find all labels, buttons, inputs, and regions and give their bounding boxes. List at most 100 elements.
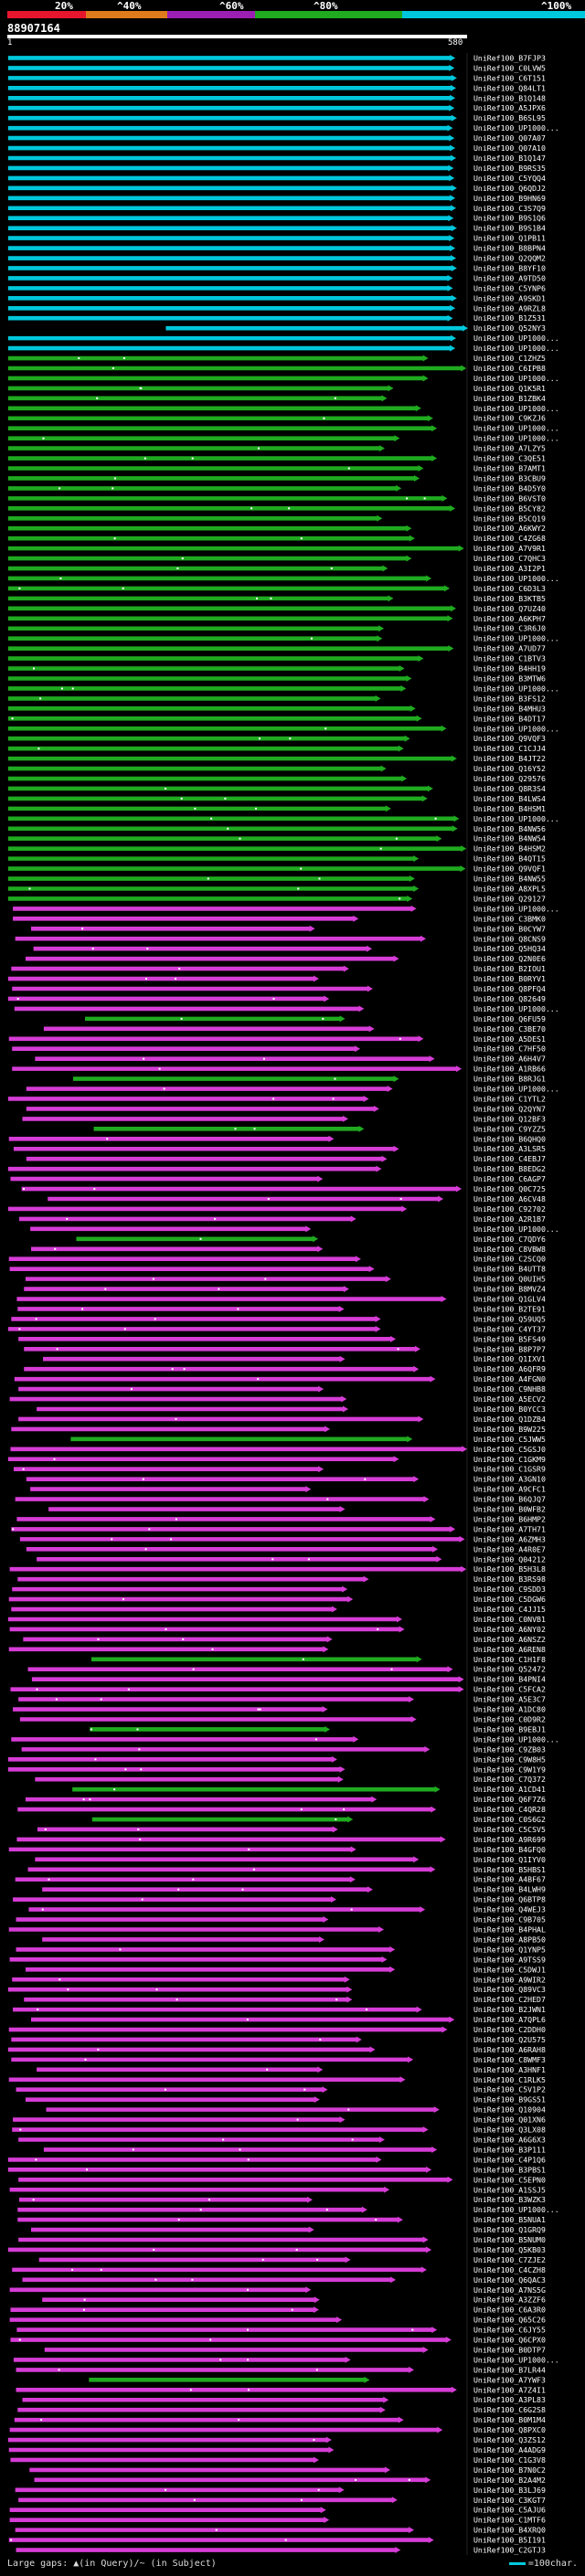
hit-label[interactable]: UniRef100_C1GSR9 (473, 1465, 546, 1474)
hit-label[interactable]: UniRef100_B8MVZ4 (473, 1285, 546, 1294)
hit-label[interactable]: UniRef100_B1ZBK4 (473, 394, 546, 403)
hit-label[interactable]: UniRef100_B0CYW7 (473, 924, 546, 933)
hit-label[interactable]: UniRef100_Q2N0E6 (473, 954, 546, 963)
hit-label[interactable]: UniRef100_Q29127 (473, 894, 546, 903)
hit-label[interactable]: UniRef100_A6NY02 (473, 1625, 546, 1634)
hit-label[interactable]: UniRef100_B7FJP3 (473, 53, 546, 62)
hit-label[interactable]: UniRef100_A3PL83 (473, 2395, 546, 2404)
hit-label[interactable]: UniRef100_B6SL95 (473, 113, 546, 122)
hit-label[interactable]: UniRef100_B7LR44 (473, 2365, 546, 2374)
hit-label[interactable]: UniRef100_A3ZZF6 (473, 2295, 546, 2305)
hit-label[interactable]: UniRef100_Q7UZ40 (473, 604, 546, 613)
hit-label[interactable]: UniRef100_Q4WEJ3 (473, 1905, 546, 1914)
hit-label[interactable]: UniRef100_Q59UQ5 (473, 1314, 546, 1323)
hit-label[interactable]: UniRef100_Q82649 (473, 994, 546, 1003)
hit-label[interactable]: UniRef100_B8EDG2 (473, 1164, 546, 1173)
hit-label[interactable]: UniRef100_Q0C725 (473, 1184, 546, 1193)
hit-label[interactable]: UniRef100_Q8CNS9 (473, 934, 546, 943)
hit-label[interactable]: UniRef100_B0YCC3 (473, 1405, 546, 1414)
hit-label[interactable]: UniRef100_A7QPL6 (473, 2015, 546, 2024)
hit-label[interactable]: UniRef100_B3LJ69 (473, 2486, 546, 2495)
hit-label[interactable]: UniRef100_A7YWF3 (473, 2375, 546, 2384)
hit-label[interactable]: UniRef100_B6QJQ7 (473, 1495, 546, 1504)
hit-label[interactable]: UniRef100_B7N0C2 (473, 2465, 546, 2475)
hit-label[interactable]: UniRef100_B2A4M2 (473, 2475, 546, 2485)
hit-label[interactable]: UniRef100_B8BPN4 (473, 244, 546, 253)
hit-label[interactable]: UniRef100_Q12BF3 (473, 1114, 546, 1123)
hit-label[interactable]: UniRef100_UP1000... (473, 434, 559, 443)
hit-label[interactable]: UniRef100_C6T151 (473, 73, 546, 82)
hit-label[interactable]: UniRef100_B4PNI4 (473, 1675, 546, 1684)
hit-label[interactable]: UniRef100_Q8PFQ4 (473, 984, 546, 993)
hit-label[interactable]: UniRef100_UP1000... (473, 344, 559, 353)
hit-label[interactable]: UniRef100_C4ZG68 (473, 534, 546, 543)
hit-label[interactable]: UniRef100_C4QR28 (473, 1805, 546, 1814)
hit-label[interactable]: UniRef100_C7QDY6 (473, 1235, 546, 1244)
hit-label[interactable]: UniRef100_A6CV48 (473, 1194, 546, 1203)
hit-label[interactable]: UniRef100_Q8PXC0 (473, 2425, 546, 2434)
hit-label[interactable]: UniRef100_C1GKM9 (473, 1455, 546, 1464)
hit-label[interactable]: UniRef100_B5NUM0 (473, 2235, 546, 2244)
hit-label[interactable]: UniRef100_B6QHQ0 (473, 1134, 546, 1143)
hit-label[interactable]: UniRef100_B4LWH9 (473, 1885, 546, 1894)
hit-label[interactable]: UniRef100_C7HF50 (473, 1044, 546, 1054)
hit-label[interactable]: UniRef100_B5I191 (473, 2536, 546, 2545)
hit-label[interactable]: UniRef100_B4JT22 (473, 754, 546, 763)
hit-label[interactable]: UniRef100_A7NS5G (473, 2285, 546, 2295)
hit-label[interactable]: UniRef100_B0WFB2 (473, 1505, 546, 1514)
hit-label[interactable]: UniRef100_A6ZMH3 (473, 1534, 546, 1543)
hit-label[interactable]: UniRef100_UP1000... (473, 424, 559, 433)
hit-label[interactable]: UniRef100_Q0UIH5 (473, 1275, 546, 1284)
hit-label[interactable]: UniRef100_C5FCA2 (473, 1685, 546, 1694)
hit-label[interactable]: UniRef100_B8YF10 (473, 263, 546, 272)
hit-label[interactable]: UniRef100_B3P111 (473, 2145, 546, 2154)
hit-label[interactable]: UniRef100_Q1K5R1 (473, 384, 546, 393)
hit-label[interactable]: UniRef100_C4P1Q6 (473, 2155, 546, 2164)
hit-label[interactable]: UniRef100_A1CD41 (473, 1785, 546, 1794)
hit-label[interactable]: UniRef100_A6NSZ2 (473, 1635, 546, 1644)
hit-label[interactable]: UniRef100_UP1000... (473, 1085, 559, 1094)
hit-label[interactable]: UniRef100_B4HSM2 (473, 844, 546, 853)
hit-label[interactable]: UniRef100_UP1000... (473, 1734, 559, 1744)
hit-label[interactable]: UniRef100_C2GTJ3 (473, 2546, 546, 2555)
hit-label[interactable]: UniRef100_Q1PB11 (473, 234, 546, 243)
hit-label[interactable]: UniRef100_UP1000... (473, 374, 559, 383)
hit-label[interactable]: UniRef100_A2R1B7 (473, 1214, 546, 1224)
hit-label[interactable]: UniRef100_B9GS51 (473, 2095, 546, 2104)
hit-label[interactable]: UniRef100_B5CY82 (473, 504, 546, 513)
hit-label[interactable]: UniRef100_B1Q148 (473, 93, 546, 102)
hit-label[interactable]: UniRef100_B1Q147 (473, 154, 546, 163)
hit-label[interactable]: UniRef100_UP1000... (473, 123, 559, 133)
hit-label[interactable]: UniRef100_C0LVW5 (473, 63, 546, 72)
hit-label[interactable]: UniRef100_Q89VC3 (473, 1985, 546, 1994)
hit-label[interactable]: UniRef100_Q84LT1 (473, 83, 546, 92)
hit-label[interactable]: UniRef100_C5AJU6 (473, 2506, 546, 2515)
hit-label[interactable]: UniRef100_B2TE91 (473, 1304, 546, 1313)
hit-label[interactable]: UniRef100_Q2U575 (473, 2035, 546, 2044)
hit-label[interactable]: UniRef100_Q10904 (473, 2105, 546, 2115)
hit-label[interactable]: UniRef100_C1MTF6 (473, 2516, 546, 2525)
hit-label[interactable]: UniRef100_C5YNP6 (473, 283, 546, 292)
hit-label[interactable]: UniRef100_C1RLK5 (473, 2075, 546, 2084)
hit-label[interactable]: UniRef100_C9SDD3 (473, 1585, 546, 1594)
hit-label[interactable]: UniRef100_A4ADG9 (473, 2445, 546, 2454)
hit-label[interactable]: UniRef100_Q52472 (473, 1665, 546, 1674)
hit-label[interactable]: UniRef100_B9RS35 (473, 164, 546, 173)
hit-label[interactable]: UniRef100_C9YZZ5 (473, 1124, 546, 1133)
hit-label[interactable]: UniRef100_B3MTW6 (473, 674, 546, 684)
hit-label[interactable]: UniRef100_B3CBU9 (473, 473, 546, 482)
hit-label[interactable]: UniRef100_A5JPX6 (473, 103, 546, 112)
hit-label[interactable]: UniRef100_A3HNF1 (473, 2065, 546, 2074)
hit-label[interactable]: UniRef100_C1CJJ4 (473, 744, 546, 753)
hit-label[interactable]: UniRef100_C6G2S8 (473, 2405, 546, 2414)
hit-label[interactable]: UniRef100_B4PHAL (473, 1925, 546, 1935)
hit-label[interactable]: UniRef100_C6JY55 (473, 2326, 546, 2335)
hit-label[interactable]: UniRef100_C1YTL2 (473, 1094, 546, 1103)
hit-label[interactable]: UniRef100_Q3LX08 (473, 2125, 546, 2135)
hit-label[interactable]: UniRef100_A7V9R1 (473, 544, 546, 553)
hit-label[interactable]: UniRef100_B7AMT1 (473, 464, 546, 473)
hit-label[interactable]: UniRef100_B2JWN1 (473, 2005, 546, 2014)
hit-label[interactable]: UniRef100_A6REN8 (473, 1645, 546, 1654)
hit-label[interactable]: UniRef100_C7ZJE2 (473, 2255, 546, 2264)
hit-label[interactable]: UniRef100_B9W225 (473, 1425, 546, 1434)
